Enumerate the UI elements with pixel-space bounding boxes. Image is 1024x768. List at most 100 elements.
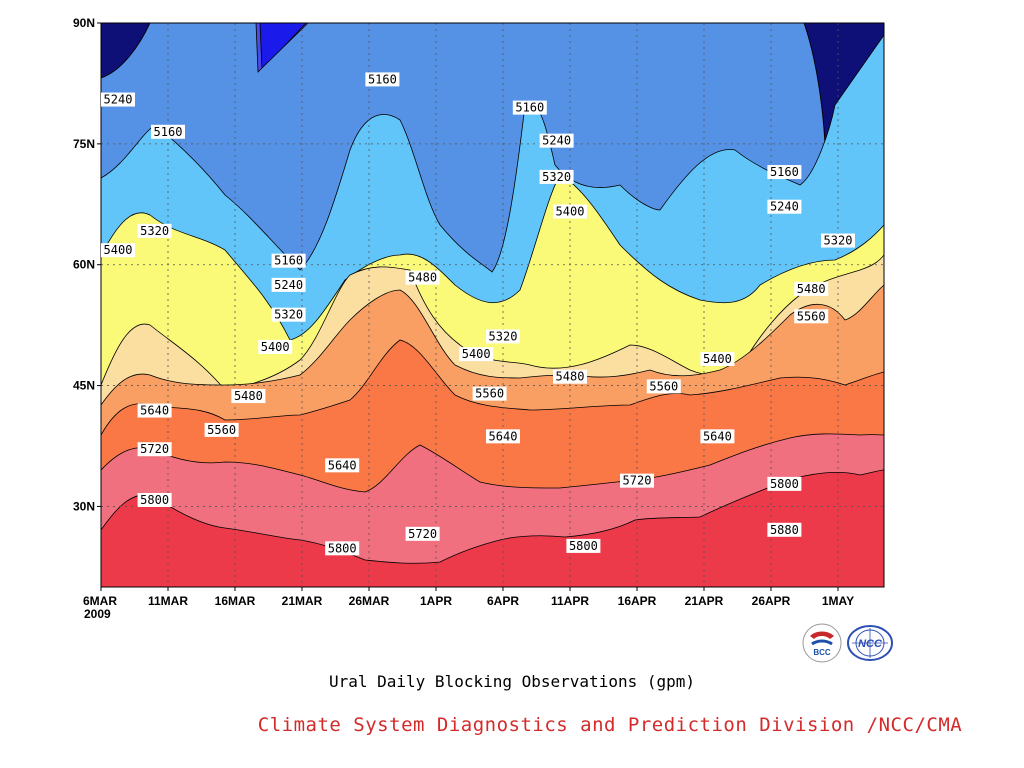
contour-label: 5480 bbox=[794, 281, 829, 296]
bcc-logo: BCC bbox=[802, 623, 842, 663]
contour-label-text: 5480 bbox=[797, 282, 826, 296]
fill-top-level bbox=[645, 520, 884, 587]
contour-label: 5240 bbox=[101, 92, 135, 107]
x-tick-label: 6APR bbox=[487, 594, 519, 608]
contour-label-box bbox=[512, 100, 547, 115]
contour-label: 5480 bbox=[405, 270, 440, 285]
contour-label-text: 5480 bbox=[556, 370, 585, 384]
contour-label: 5160 bbox=[767, 165, 802, 180]
contour-label-text: 5560 bbox=[649, 379, 678, 393]
contour-label: 5480 bbox=[231, 389, 266, 404]
contour-label: 5640 bbox=[325, 458, 360, 473]
contour-label-box bbox=[271, 277, 306, 292]
x-tick-label: 26MAR bbox=[349, 594, 390, 608]
contour-label-text: 5720 bbox=[623, 474, 652, 488]
contour-label: 5640 bbox=[486, 429, 520, 444]
x-tick-label: 1APR bbox=[420, 594, 452, 608]
contour-label-text: 5800 bbox=[328, 541, 357, 555]
contour-label: 5400 bbox=[258, 339, 293, 354]
contour-label-text: 5480 bbox=[408, 271, 437, 285]
contour-label-box bbox=[646, 379, 681, 394]
contour-label-box bbox=[405, 526, 440, 541]
x-tick-year: 2009 bbox=[84, 607, 111, 621]
contour-label: 5400 bbox=[101, 243, 135, 258]
contour-label-box bbox=[620, 473, 654, 488]
y-tick-label: 60N bbox=[73, 258, 95, 272]
contour-label: 5560 bbox=[472, 386, 507, 401]
contour-label-box bbox=[325, 458, 360, 473]
contour-label-box bbox=[101, 243, 135, 258]
x-tick-label: 6MAR bbox=[83, 594, 117, 608]
x-tick-label: 16MAR bbox=[215, 594, 256, 608]
contour-label-text: 5240 bbox=[274, 278, 303, 292]
contour-label-text: 5560 bbox=[207, 423, 236, 437]
x-tick-label: 26APR bbox=[752, 594, 791, 608]
contour-label-box bbox=[539, 169, 574, 184]
contour-label-text: 5640 bbox=[328, 458, 357, 472]
chart-title: Ural Daily Blocking Observations (gpm) bbox=[328, 672, 696, 691]
x-tick-label: 11APR bbox=[551, 594, 589, 608]
contour-label: 5800 bbox=[137, 492, 172, 507]
contour-label-text: 5800 bbox=[770, 477, 799, 491]
contour-label-box bbox=[137, 403, 172, 418]
contour-label-box bbox=[472, 386, 507, 401]
x-tick-label: 21MAR bbox=[282, 594, 323, 608]
plot-frame bbox=[100, 22, 885, 588]
contour-label-text: 5880 bbox=[770, 523, 799, 537]
contour-label-box bbox=[405, 270, 440, 285]
contour-label-text: 5640 bbox=[489, 429, 518, 443]
y-axis: 30N 45N 60N 75N 90N bbox=[73, 16, 101, 513]
bcc-logo-text: BCC bbox=[813, 648, 831, 657]
contour-label-box bbox=[258, 339, 293, 354]
contour-label: 5160 bbox=[512, 100, 547, 115]
contour-label-box bbox=[271, 253, 306, 268]
contour-label-box bbox=[231, 389, 266, 404]
contour-label: 5320 bbox=[271, 307, 306, 322]
contour-label-box bbox=[700, 429, 735, 444]
contour-label-text: 5480 bbox=[234, 389, 263, 403]
contour-label-text: 5160 bbox=[274, 254, 303, 268]
contour-label-text: 5400 bbox=[462, 347, 491, 361]
contour-label: 5320 bbox=[539, 169, 574, 184]
contour-label-box bbox=[566, 538, 601, 553]
contour-label-box bbox=[794, 309, 829, 324]
contour-label: 5560 bbox=[794, 309, 829, 324]
contour-label-box bbox=[486, 429, 520, 444]
ncc-logo-text: NCC bbox=[858, 638, 883, 650]
contour-label-box bbox=[271, 307, 306, 322]
contour-label-box bbox=[767, 476, 802, 491]
contour-label-text: 5640 bbox=[140, 404, 169, 418]
y-tick-label: 30N bbox=[73, 499, 95, 513]
contour-label: 5160 bbox=[151, 125, 185, 139]
contour-label-text: 5240 bbox=[104, 93, 133, 107]
contour-label-text: 5240 bbox=[542, 134, 571, 148]
ncc-logo: NCC bbox=[847, 625, 893, 661]
contour-label: 5160 bbox=[365, 72, 400, 87]
contour-label: 5240 bbox=[767, 199, 802, 214]
contour-label-text: 5400 bbox=[261, 340, 290, 354]
contour-label: 5400 bbox=[553, 204, 587, 219]
y-tick-label: 75N bbox=[73, 137, 95, 151]
contour-label-text: 5320 bbox=[140, 224, 169, 238]
contour-label: 5880 bbox=[767, 522, 802, 537]
contour-label-box bbox=[459, 347, 494, 362]
contour-label: 5240 bbox=[539, 133, 574, 148]
x-tick-label: 16APR bbox=[618, 594, 657, 608]
contour-label: 5720 bbox=[137, 442, 172, 457]
contour-label: 5560 bbox=[204, 422, 239, 437]
contour-label: 5320 bbox=[486, 329, 520, 344]
contour-label-text: 5320 bbox=[824, 234, 853, 248]
contour-label-box bbox=[365, 72, 400, 87]
contour-label: 5320 bbox=[137, 223, 172, 238]
contour-label: 5720 bbox=[620, 473, 654, 488]
contour-label-text: 5400 bbox=[104, 243, 133, 257]
contour-label-box bbox=[137, 442, 172, 457]
contour-label-text: 5640 bbox=[703, 429, 732, 443]
contour-label: 5160 bbox=[271, 253, 306, 268]
contour-label-box bbox=[204, 422, 239, 437]
contour-label-box bbox=[539, 133, 574, 148]
contour-label-text: 5400 bbox=[556, 205, 585, 219]
contour-label-text: 5800 bbox=[140, 493, 169, 507]
contour-label: 5320 bbox=[821, 233, 855, 248]
